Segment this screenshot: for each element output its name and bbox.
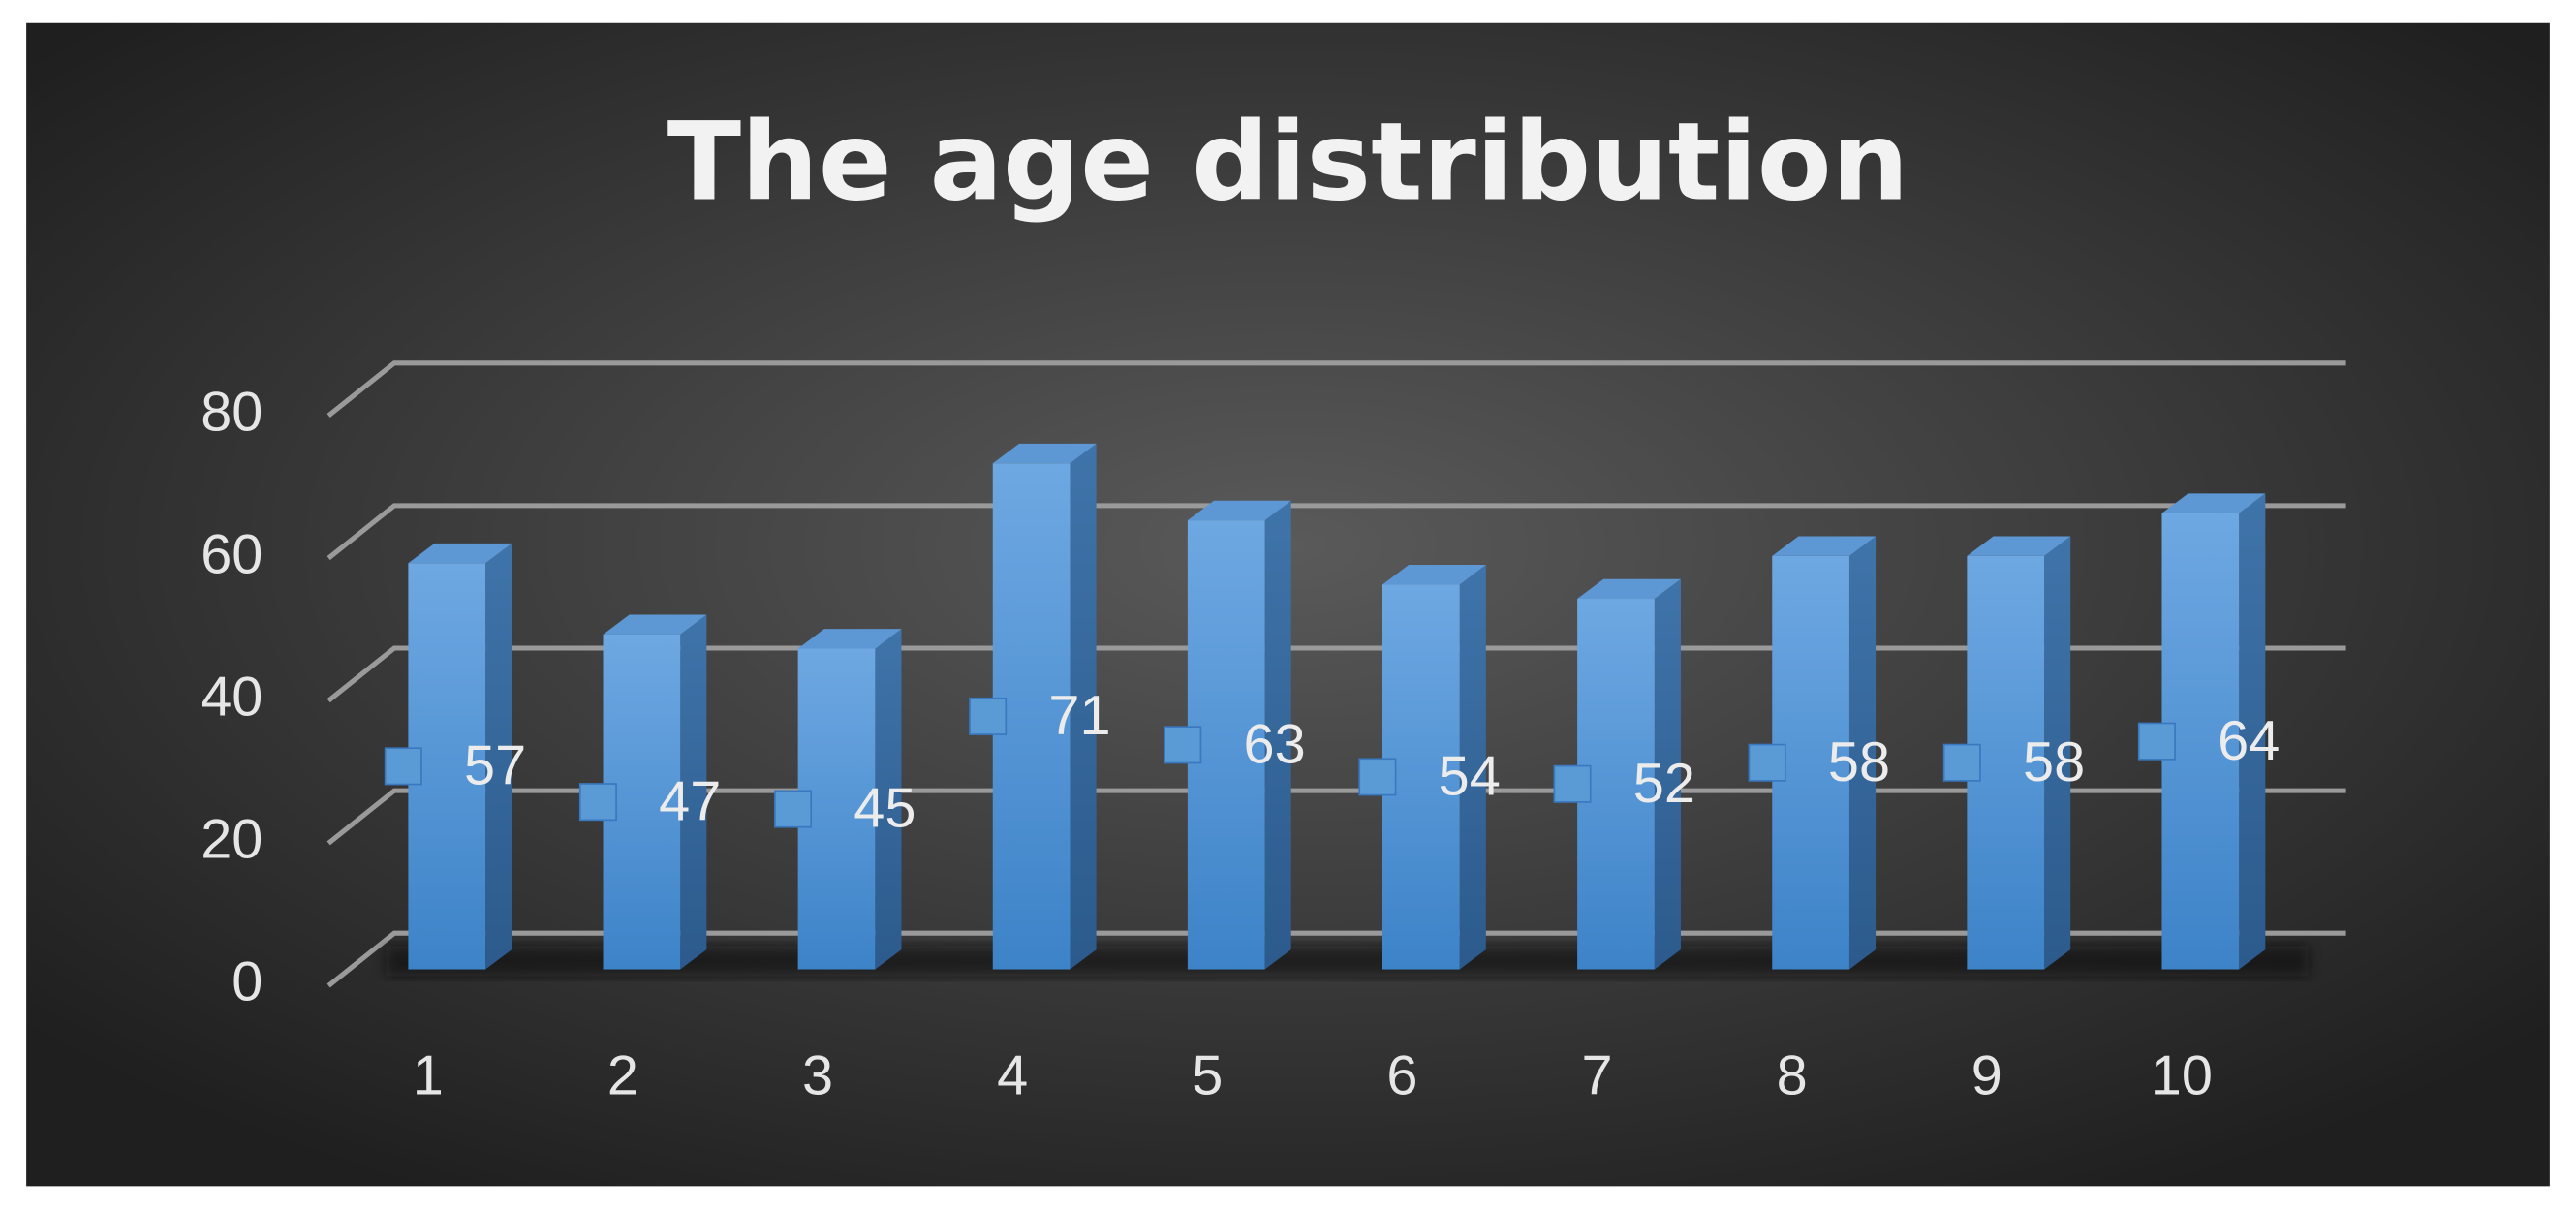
data-label: 47 (659, 770, 721, 832)
data-label-marker (1748, 743, 1786, 782)
y-tick-label: 0 (232, 951, 263, 1013)
data-label-marker (384, 747, 422, 786)
bar-side (1070, 443, 1097, 970)
data-label-marker (774, 790, 813, 828)
bar-top (1772, 536, 1877, 556)
x-tick-label: 8 (1777, 1044, 1808, 1106)
bars (408, 443, 2266, 970)
y-tick-label: 60 (201, 523, 263, 585)
grid-line (326, 645, 2346, 703)
bar-side (1654, 578, 1681, 970)
data-label: 63 (1244, 713, 1306, 775)
x-tick-label: 10 (2151, 1044, 2213, 1106)
bar-top (1382, 564, 1486, 585)
x-tick-label: 1 (413, 1044, 444, 1106)
data-label-marker (2137, 722, 2176, 761)
labels: 0 20 40 60 80 1 57 2 47 3 45 4 71 5 63 6 54 7 52 8 58 9 58 10 64 (201, 381, 2280, 1106)
x-tick-label: 9 (1971, 1044, 2002, 1106)
x-tick-label: 5 (1192, 1044, 1223, 1106)
data-label: 45 (853, 778, 916, 840)
bar-top (1967, 536, 2071, 556)
data-label: 58 (2023, 731, 2085, 793)
bar-side (1459, 564, 1486, 970)
chart-title: The age distribution (667, 99, 1909, 225)
x-tick-label: 4 (997, 1044, 1028, 1106)
data-label-marker (1358, 758, 1397, 796)
data-label: 64 (2218, 710, 2280, 772)
data-label: 57 (464, 735, 526, 797)
bar-side (2044, 536, 2071, 970)
data-label: 54 (1439, 746, 1501, 808)
data-label-marker (1553, 764, 1592, 803)
bar-top (797, 629, 902, 649)
x-tick-label: 7 (1581, 1044, 1612, 1106)
data-label: 58 (1828, 731, 1890, 793)
y-tick-label: 80 (201, 381, 263, 443)
data-label-marker (969, 697, 1008, 735)
data-label-marker (578, 783, 617, 822)
grid-line (326, 503, 2346, 561)
grid-line (326, 360, 2346, 419)
bar-top (408, 543, 512, 564)
bar-top (2161, 493, 2266, 513)
x-tick-label: 6 (1386, 1044, 1417, 1106)
bar-top (1577, 578, 1681, 600)
bar-top (1187, 500, 1291, 521)
data-label: 52 (1633, 753, 1695, 815)
bar-side (2239, 493, 2266, 970)
y-tick-label: 40 (201, 666, 263, 728)
bar-side (1848, 536, 1877, 970)
bar-side (1264, 500, 1291, 970)
data-label: 71 (1048, 685, 1110, 747)
data-label-marker (1164, 726, 1202, 764)
bar-side (875, 629, 902, 970)
grid-line (326, 930, 2346, 988)
grid-line (326, 788, 2346, 846)
y-tick-label: 20 (201, 809, 263, 871)
x-tick-label: 3 (802, 1044, 833, 1106)
data-label-marker (1942, 743, 1981, 782)
bar-side (485, 543, 512, 970)
bar-side (680, 614, 707, 970)
bar-top (603, 614, 707, 635)
bar-top (992, 443, 1097, 464)
x-tick-label: 2 (607, 1044, 638, 1106)
